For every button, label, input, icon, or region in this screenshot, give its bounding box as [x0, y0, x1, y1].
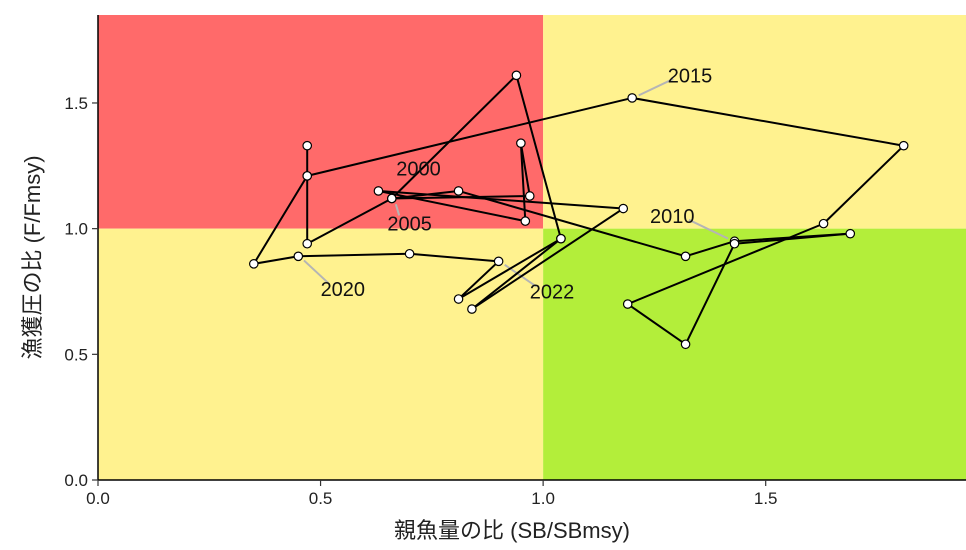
- year-label: 2010: [650, 206, 695, 228]
- x-axis-ticks: 0.0 0.5 1.0 1.5: [86, 480, 778, 508]
- year-label: 2022: [530, 281, 575, 303]
- data-point: [302, 140, 313, 151]
- y-tick-label: 1.0: [64, 220, 88, 239]
- zone-healthy-overfishing: [543, 15, 966, 229]
- trajectory-segment: [390, 74, 518, 200]
- axes: [97, 15, 966, 481]
- trajectory-segment: [377, 189, 527, 223]
- trajectory-segment: [297, 252, 411, 258]
- trajectory-points: [248, 70, 909, 350]
- data-point: [248, 259, 259, 269]
- status-zones: [98, 15, 966, 480]
- annotation-leader-line: [303, 259, 329, 284]
- year-labels: 2000 2005 2010 2015 2020 2022: [321, 65, 713, 303]
- data-point: [618, 203, 629, 214]
- x-tick-label: 0.5: [309, 489, 333, 508]
- x-tick-label: 0.0: [86, 489, 110, 508]
- trajectory-segment: [470, 207, 625, 311]
- trajectory-segment: [822, 144, 905, 225]
- data-point: [818, 218, 829, 229]
- data-point: [556, 233, 566, 244]
- y-axis-title: 漁獲圧の比 (F/Fmsy): [20, 155, 45, 359]
- year-label: 2020: [321, 279, 366, 301]
- data-point: [845, 228, 856, 239]
- year-label: 2015: [668, 65, 713, 87]
- trajectory-segment: [457, 237, 562, 301]
- trajectory-lines: [252, 74, 905, 346]
- data-point: [729, 238, 740, 249]
- data-point: [627, 93, 637, 103]
- trajectory-segment: [515, 74, 562, 240]
- y-tick-label: 0.0: [64, 471, 88, 490]
- trajectory-segment: [306, 96, 634, 177]
- zone-healthy: [543, 228, 966, 480]
- trajectory-segment: [626, 303, 687, 346]
- data-point: [453, 294, 464, 304]
- data-point: [373, 186, 384, 196]
- data-point: [680, 339, 691, 350]
- zone-overfished-no-overfishing: [98, 228, 544, 480]
- trajectory-segment: [684, 242, 736, 346]
- data-point: [293, 251, 304, 262]
- trajectory-segment: [390, 189, 460, 200]
- trajectory-segment: [519, 142, 527, 223]
- annotation-leader-line: [688, 218, 729, 240]
- y-axis-ticks: 0.0 0.5 1.0 1.5: [64, 94, 98, 490]
- trajectory-segment: [408, 252, 500, 263]
- x-tick-label: 1.5: [754, 489, 778, 508]
- trajectory-segment: [457, 189, 687, 258]
- trajectory-segment: [470, 237, 562, 311]
- data-point: [520, 216, 531, 226]
- x-axis-title: 親魚量の比 (SB/SBmsy): [394, 518, 630, 543]
- trajectory-segment: [252, 255, 300, 265]
- y-tick-label: 0.5: [64, 345, 88, 364]
- data-point: [622, 299, 633, 309]
- data-point: [386, 193, 397, 204]
- data-point: [898, 140, 909, 151]
- data-point: [467, 304, 477, 314]
- data-point: [302, 171, 313, 181]
- trajectory-segment: [626, 222, 825, 306]
- trajectory-segment: [252, 174, 309, 265]
- trajectory-segment: [733, 232, 852, 245]
- trajectory-segment: [377, 189, 625, 210]
- data-point: [404, 248, 415, 259]
- annotation-leader-line: [638, 78, 674, 97]
- year-label: 2000: [396, 158, 441, 180]
- data-point: [680, 251, 691, 262]
- trajectory-segment: [306, 197, 393, 245]
- trajectory-segment: [457, 260, 500, 301]
- trajectory-segment: [631, 96, 905, 147]
- data-point: [524, 191, 535, 201]
- trajectory-segment: [684, 240, 736, 258]
- data-point: [453, 186, 464, 196]
- x-tick-label: 1.0: [531, 489, 555, 508]
- data-point: [302, 238, 313, 249]
- annotation-leader-line: [394, 203, 401, 216]
- data-point: [516, 138, 526, 148]
- year-label: 2005: [387, 214, 432, 236]
- y-tick-label: 1.5: [64, 94, 88, 113]
- data-point: [511, 70, 522, 81]
- data-point: [493, 256, 504, 267]
